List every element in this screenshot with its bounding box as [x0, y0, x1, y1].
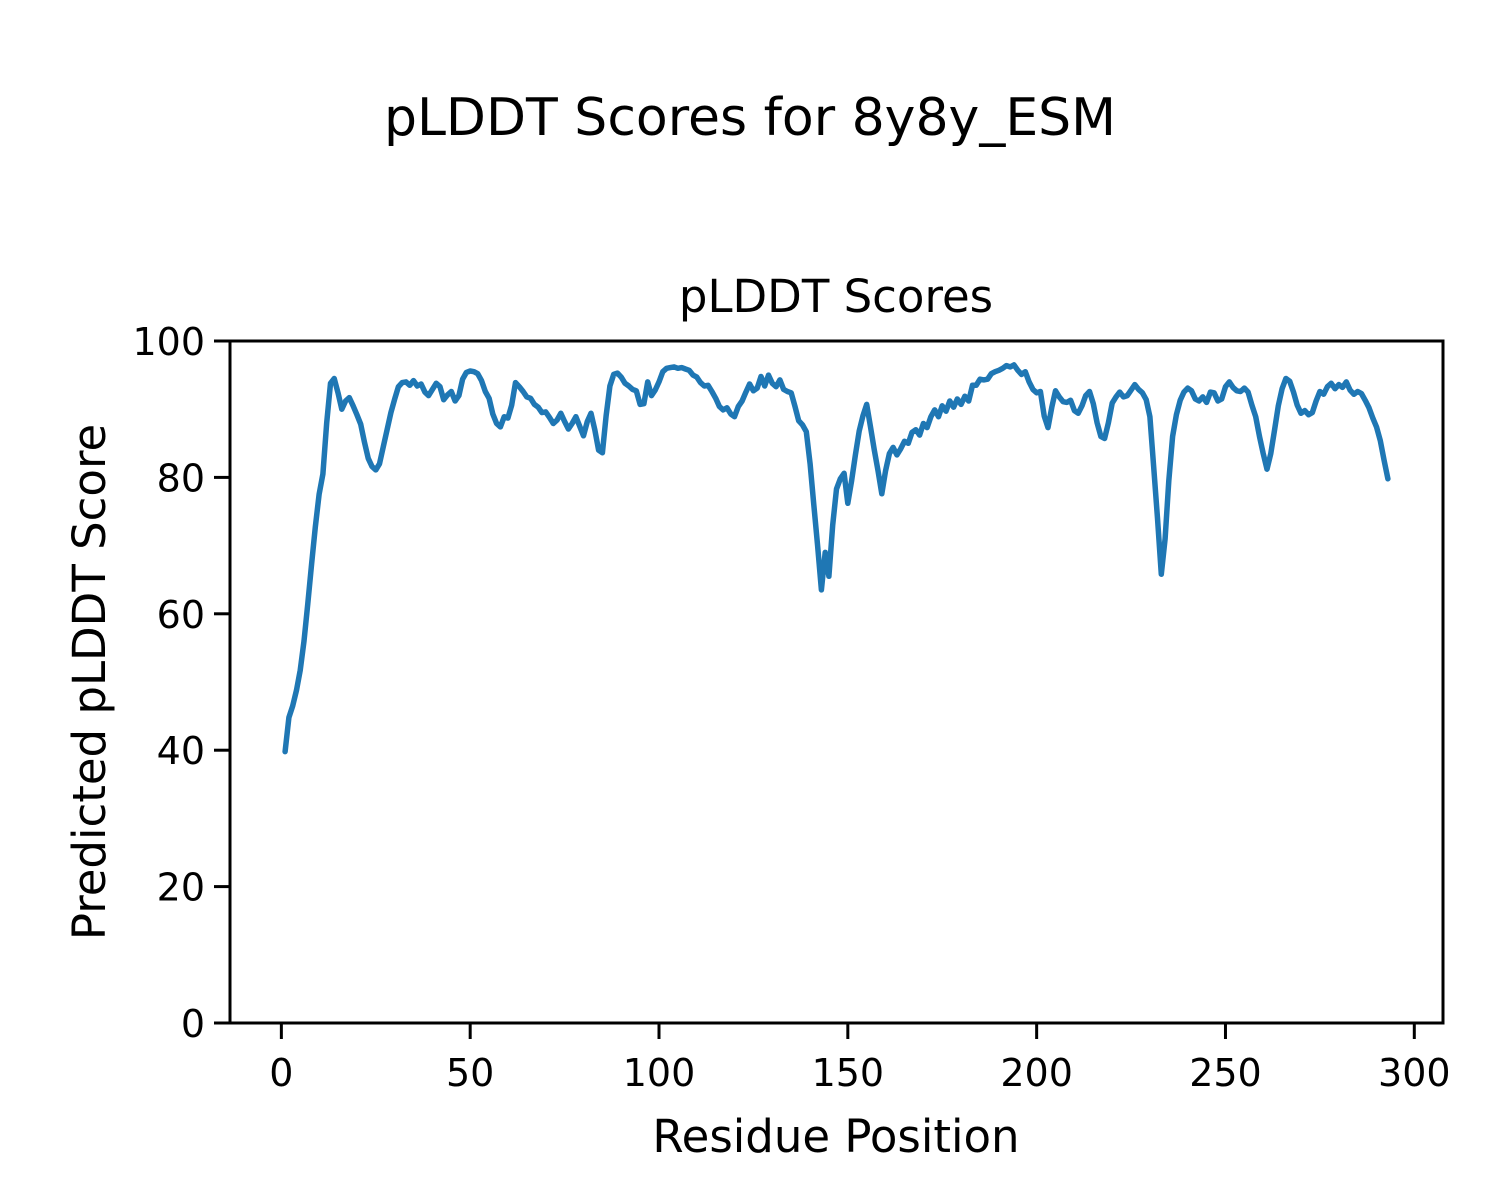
- y-tick-label: 20: [157, 866, 205, 910]
- y-axis-label: Predicted pLDDT Score: [63, 424, 116, 940]
- y-tick-label: 60: [157, 593, 205, 637]
- x-tick-label: 200: [1000, 1051, 1073, 1095]
- x-tick-label: 50: [446, 1051, 494, 1095]
- x-tick-label: 100: [623, 1051, 696, 1095]
- axes-title: pLDDT Scores: [679, 270, 993, 323]
- x-tick-label: 300: [1378, 1051, 1451, 1095]
- x-tick-label: 250: [1189, 1051, 1262, 1095]
- x-axis-ticks: 0 50 100 150 200 250 300: [269, 1024, 1451, 1095]
- y-tick-label: 0: [181, 1002, 205, 1046]
- y-tick-label: 40: [157, 729, 205, 773]
- x-axis-label: Residue Position: [652, 1110, 1019, 1163]
- x-tick-label: 150: [812, 1051, 885, 1095]
- y-tick-label: 80: [157, 456, 205, 500]
- x-tick-label: 0: [269, 1051, 293, 1095]
- figure-title: pLDDT Scores for 8y8y_ESM: [384, 88, 1116, 148]
- plddt-score-line: [282, 362, 1391, 755]
- y-axis-ticks: 0 20 40 60 80 100: [132, 320, 229, 1046]
- plot-area: [228, 339, 1445, 1025]
- y-tick-label: 100: [132, 320, 205, 364]
